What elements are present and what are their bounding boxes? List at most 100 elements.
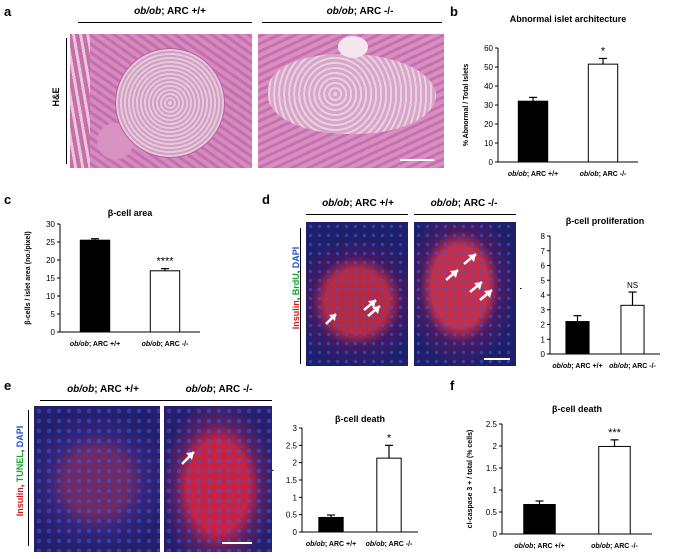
chart-f-category-0: ob/ob; ARC +/+ xyxy=(514,543,564,550)
chart-b-ytick-label: 50 xyxy=(484,63,493,72)
chart-b-significance-1: * xyxy=(601,45,606,57)
chart-b-bar-0 xyxy=(517,100,549,163)
chart-b-ytick-label: 20 xyxy=(484,120,493,129)
chart-b-ytick-label: 10 xyxy=(484,139,493,148)
chart-f-bar-0 xyxy=(523,504,556,535)
panel-d-group2-line xyxy=(414,214,516,215)
chart-d: β-cell proliferation % BrdU + β-cells 0 1 2 3… xyxy=(520,216,660,370)
chart-f-ytick-label: 0.5 xyxy=(486,508,498,517)
chart-f-significance-1: *** xyxy=(608,427,622,439)
chart-c: β-cell area β-cells / islet area (no./pix… xyxy=(25,208,200,348)
chart-c-ytick-label: 25 xyxy=(46,238,55,247)
chart-e-bar-1 xyxy=(376,457,402,533)
chart-e-ytick-label: 3 xyxy=(293,424,298,433)
chart-e-ytick-label: 1.5 xyxy=(286,476,298,485)
fluor-image-e-wildtype xyxy=(34,406,160,552)
panel-letter-b: b xyxy=(450,4,458,19)
chart-f-ytick-label: 1.5 xyxy=(486,464,498,473)
chart-e-category-1: ob/ob; ARC -/- xyxy=(366,541,413,548)
panel-a-group1-label: ob/ob; ARC +/+ xyxy=(134,6,206,17)
chart-c-category-0: ob/ob; ARC +/+ xyxy=(70,341,120,348)
chart-e-ylabel: % TUNEL + β-cells xyxy=(272,449,274,511)
fluor-image-e-knockout xyxy=(164,406,272,552)
chart-c-ytick-label: 15 xyxy=(46,274,55,283)
chart-f-bar-1 xyxy=(598,445,631,535)
panel-a-row-label: H&E xyxy=(51,87,61,107)
chart-c-bar-0 xyxy=(79,239,111,333)
arrow-e-knockout xyxy=(181,451,252,544)
chart-b-ytick-label: 30 xyxy=(484,101,493,110)
panel-e-group2-label: ob/ob; ARC -/- xyxy=(185,384,253,395)
chart-d-significance-1: NS xyxy=(627,281,638,290)
chart-c-significance-1: **** xyxy=(156,256,174,268)
chart-f-category-1: ob/ob; ARC -/- xyxy=(591,543,638,550)
chart-d-ytick-label: 5 xyxy=(541,276,546,285)
chart-b-category-1: ob/ob; ARC -/- xyxy=(580,171,627,178)
scale-bar-a xyxy=(400,159,434,161)
chart-e-ytick-label: 2 xyxy=(293,459,298,468)
chart-b-bar-1 xyxy=(587,63,619,163)
chart-d-ytick-label: 2 xyxy=(541,321,546,330)
panel-letter-e: e xyxy=(4,378,12,393)
panel-d-group1-line xyxy=(306,214,408,215)
chart-e-bar-0 xyxy=(318,516,344,533)
panel-e-row-line xyxy=(28,410,29,546)
islet-knockout xyxy=(268,54,436,134)
chart-b-ytick-label: 0 xyxy=(489,158,494,167)
chart-d-ytick-label: 8 xyxy=(541,232,546,241)
chart-e-significance-1: * xyxy=(387,432,392,444)
chart-e-title: β-cell death xyxy=(335,414,385,424)
chart-d-ytick-label: 1 xyxy=(541,335,546,344)
arrows-d-wildtype xyxy=(325,299,381,325)
panel-a-row-line xyxy=(66,38,67,164)
chart-d-ytick-label: 4 xyxy=(541,291,546,300)
chart-c-ytick-label: 30 xyxy=(46,220,55,229)
chart-d-ytick-label: 3 xyxy=(541,306,546,315)
panel-a-group1-line xyxy=(78,22,252,23)
panel-e-stain-label: Insulin, TUNEL, DAPI xyxy=(15,425,25,517)
chart-e-ytick-label: 0 xyxy=(293,528,298,537)
chart-f-ytick-label: 2.5 xyxy=(486,420,498,429)
chart-b-category-0: ob/ob; ARC +/+ xyxy=(508,171,558,178)
panel-a-group2-label: ob/ob; ARC -/- xyxy=(326,6,394,17)
chart-c-bar-1 xyxy=(149,270,181,333)
chart-f-ytick-label: 2 xyxy=(493,442,498,451)
chart-d-ytick-label: 0 xyxy=(541,350,546,359)
chart-e-ytick-label: 0.5 xyxy=(286,511,298,520)
chart-d-category-1: ob/ob; ARC -/- xyxy=(609,363,656,370)
chart-b: Abnormal islet architecture % Abnormal / … xyxy=(463,14,638,178)
panel-letter-d: d xyxy=(262,192,270,207)
chart-c-ytick-label: 5 xyxy=(51,310,56,319)
fluor-image-d-knockout xyxy=(414,222,516,366)
chart-c-ytick-label: 20 xyxy=(46,256,55,265)
panel-e-group1-line xyxy=(40,400,164,401)
chart-b-title: Abnormal islet architecture xyxy=(510,14,627,24)
chart-b-ytick-label: 60 xyxy=(484,44,493,53)
panel-d-group2-label: ob/ob; ARC -/- xyxy=(430,198,498,209)
chart-c-ylabel: β-cells / islet area (no./pixel) xyxy=(25,231,32,324)
chart-f-ytick-label: 0 xyxy=(493,530,498,539)
chart-d-category-0: ob/ob; ARC +/+ xyxy=(552,363,602,370)
panel-letter-f: f xyxy=(450,378,455,393)
panel-letter-a: a xyxy=(4,4,12,19)
chart-e-ytick-label: 1 xyxy=(293,493,298,502)
chart-c-category-1: ob/ob; ARC -/- xyxy=(142,341,189,348)
chart-b-ytick-label: 40 xyxy=(484,82,493,91)
islet-wildtype xyxy=(115,48,225,158)
chart-d-bar-1 xyxy=(620,304,645,355)
fluor-image-d-wildtype xyxy=(306,222,408,366)
he-image-knockout xyxy=(258,34,444,168)
chart-d-ylabel: % BrdU + β-cells xyxy=(520,267,522,323)
panel-a-group2-line xyxy=(262,22,442,23)
chart-e-ytick-label: 2.5 xyxy=(286,441,298,450)
panel-d-row-line xyxy=(300,228,301,364)
chart-f: β-cell death cl-caspase 3 + / total (% ce… xyxy=(467,404,652,550)
chart-d-ytick-label: 7 xyxy=(541,247,546,256)
chart-f-title: β-cell death xyxy=(552,404,602,414)
chart-d-bar-0 xyxy=(565,321,590,355)
he-image-wildtype xyxy=(70,34,252,168)
chart-c-title: β-cell area xyxy=(108,208,154,218)
chart-f-ylabel: cl-caspase 3 + / total (% cells) xyxy=(467,430,474,529)
panel-e-group2-line xyxy=(164,400,272,401)
chart-f-ytick-label: 1 xyxy=(493,486,498,495)
